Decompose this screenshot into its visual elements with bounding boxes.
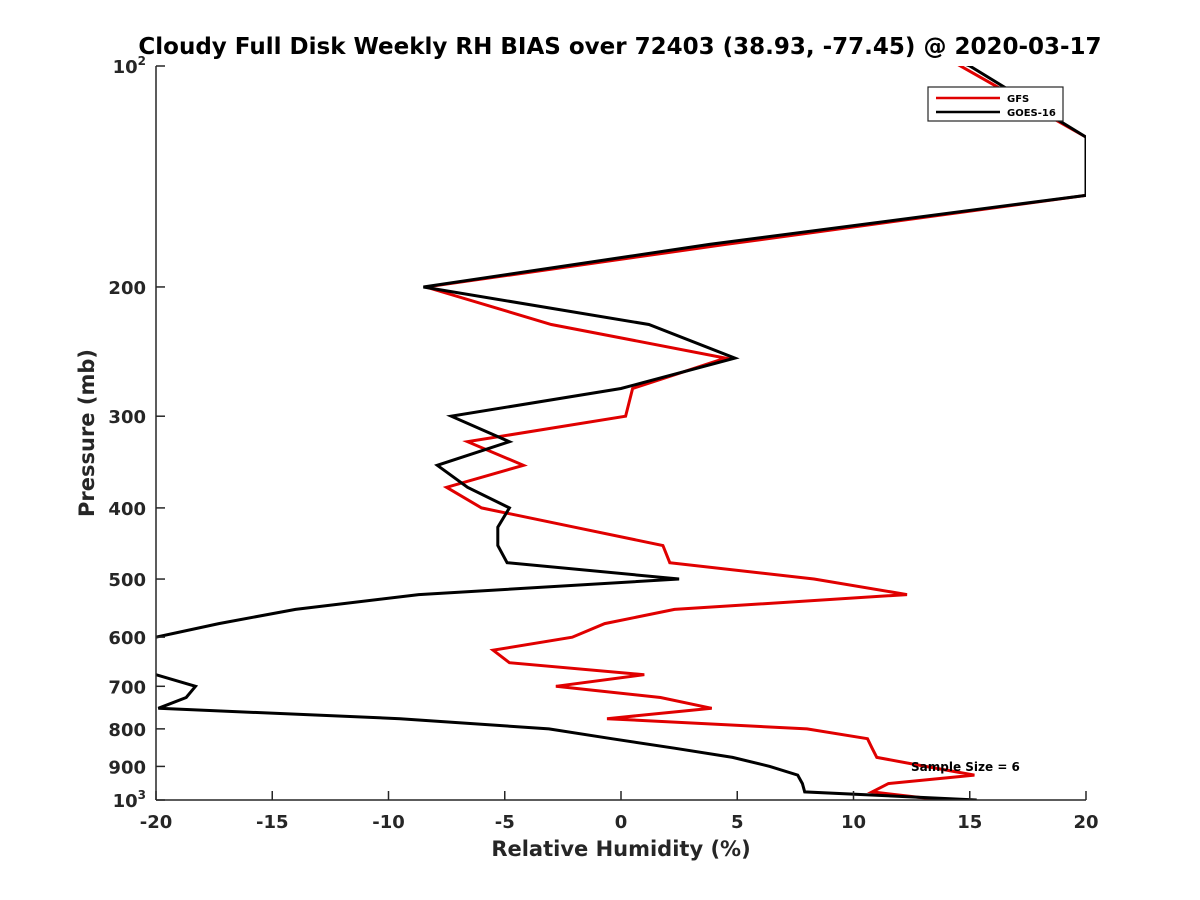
x-axis-label: Relative Humidity (%) (491, 837, 750, 861)
chart-title: Cloudy Full Disk Weekly RH BIAS over 724… (138, 34, 1101, 60)
y-tick-label: 500 (108, 570, 146, 591)
series-layer (156, 66, 1086, 800)
x-tick-label: -5 (495, 812, 515, 833)
x-ticks: -20 -15 -10 -5 0 5 10 15 20 (140, 791, 1099, 833)
y-tick-label: 300 (108, 407, 146, 428)
y-tick-label: 400 (108, 499, 146, 520)
legend-label-gfs: GFS (1007, 94, 1029, 105)
x-tick-label: 0 (615, 812, 628, 833)
y-tick-exponent: 2 (138, 54, 146, 68)
legend-label-goes-16: GOES-16 (1007, 108, 1056, 119)
series-line-gfs (425, 66, 1086, 800)
y-tick-label: 600 (108, 628, 146, 649)
x-tick-label: 20 (1073, 812, 1098, 833)
x-tick-label: 10 (841, 812, 866, 833)
x-tick-label: -20 (140, 812, 173, 833)
x-tick-label: -15 (256, 812, 289, 833)
y-tick-label: 900 (108, 757, 146, 778)
x-tick-label: 5 (731, 812, 744, 833)
x-tick-label: -10 (372, 812, 405, 833)
y-tick-label: 103 (113, 788, 146, 812)
y-tick-label: 102 (113, 54, 146, 78)
sample-size-annotation: Sample Size = 6 (911, 760, 1020, 774)
y-tick-label: 800 (108, 720, 146, 741)
legend-box (927, 86, 1064, 122)
y-ticks: 102 200 300 400 500 600 700 800 900 103 (108, 54, 165, 812)
y-tick-exponent: 3 (138, 788, 146, 802)
y-tick-label: 700 (108, 677, 146, 698)
series-line-goes-16 (156, 66, 1086, 800)
y-axis-label: Pressure (mb) (75, 349, 99, 517)
x-tick-label: 15 (957, 812, 982, 833)
axes (155, 66, 1086, 801)
y-tick-label: 200 (108, 278, 146, 299)
legend: GFS GOES-16 (927, 86, 1064, 122)
